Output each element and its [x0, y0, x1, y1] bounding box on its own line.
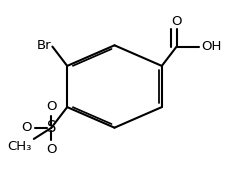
Text: S: S [46, 120, 56, 135]
Text: O: O [46, 143, 57, 156]
Text: CH₃: CH₃ [8, 140, 32, 153]
Text: OH: OH [201, 40, 222, 53]
Text: O: O [21, 121, 31, 134]
Text: Br: Br [37, 39, 51, 52]
Text: O: O [46, 100, 57, 113]
Text: O: O [171, 15, 182, 28]
